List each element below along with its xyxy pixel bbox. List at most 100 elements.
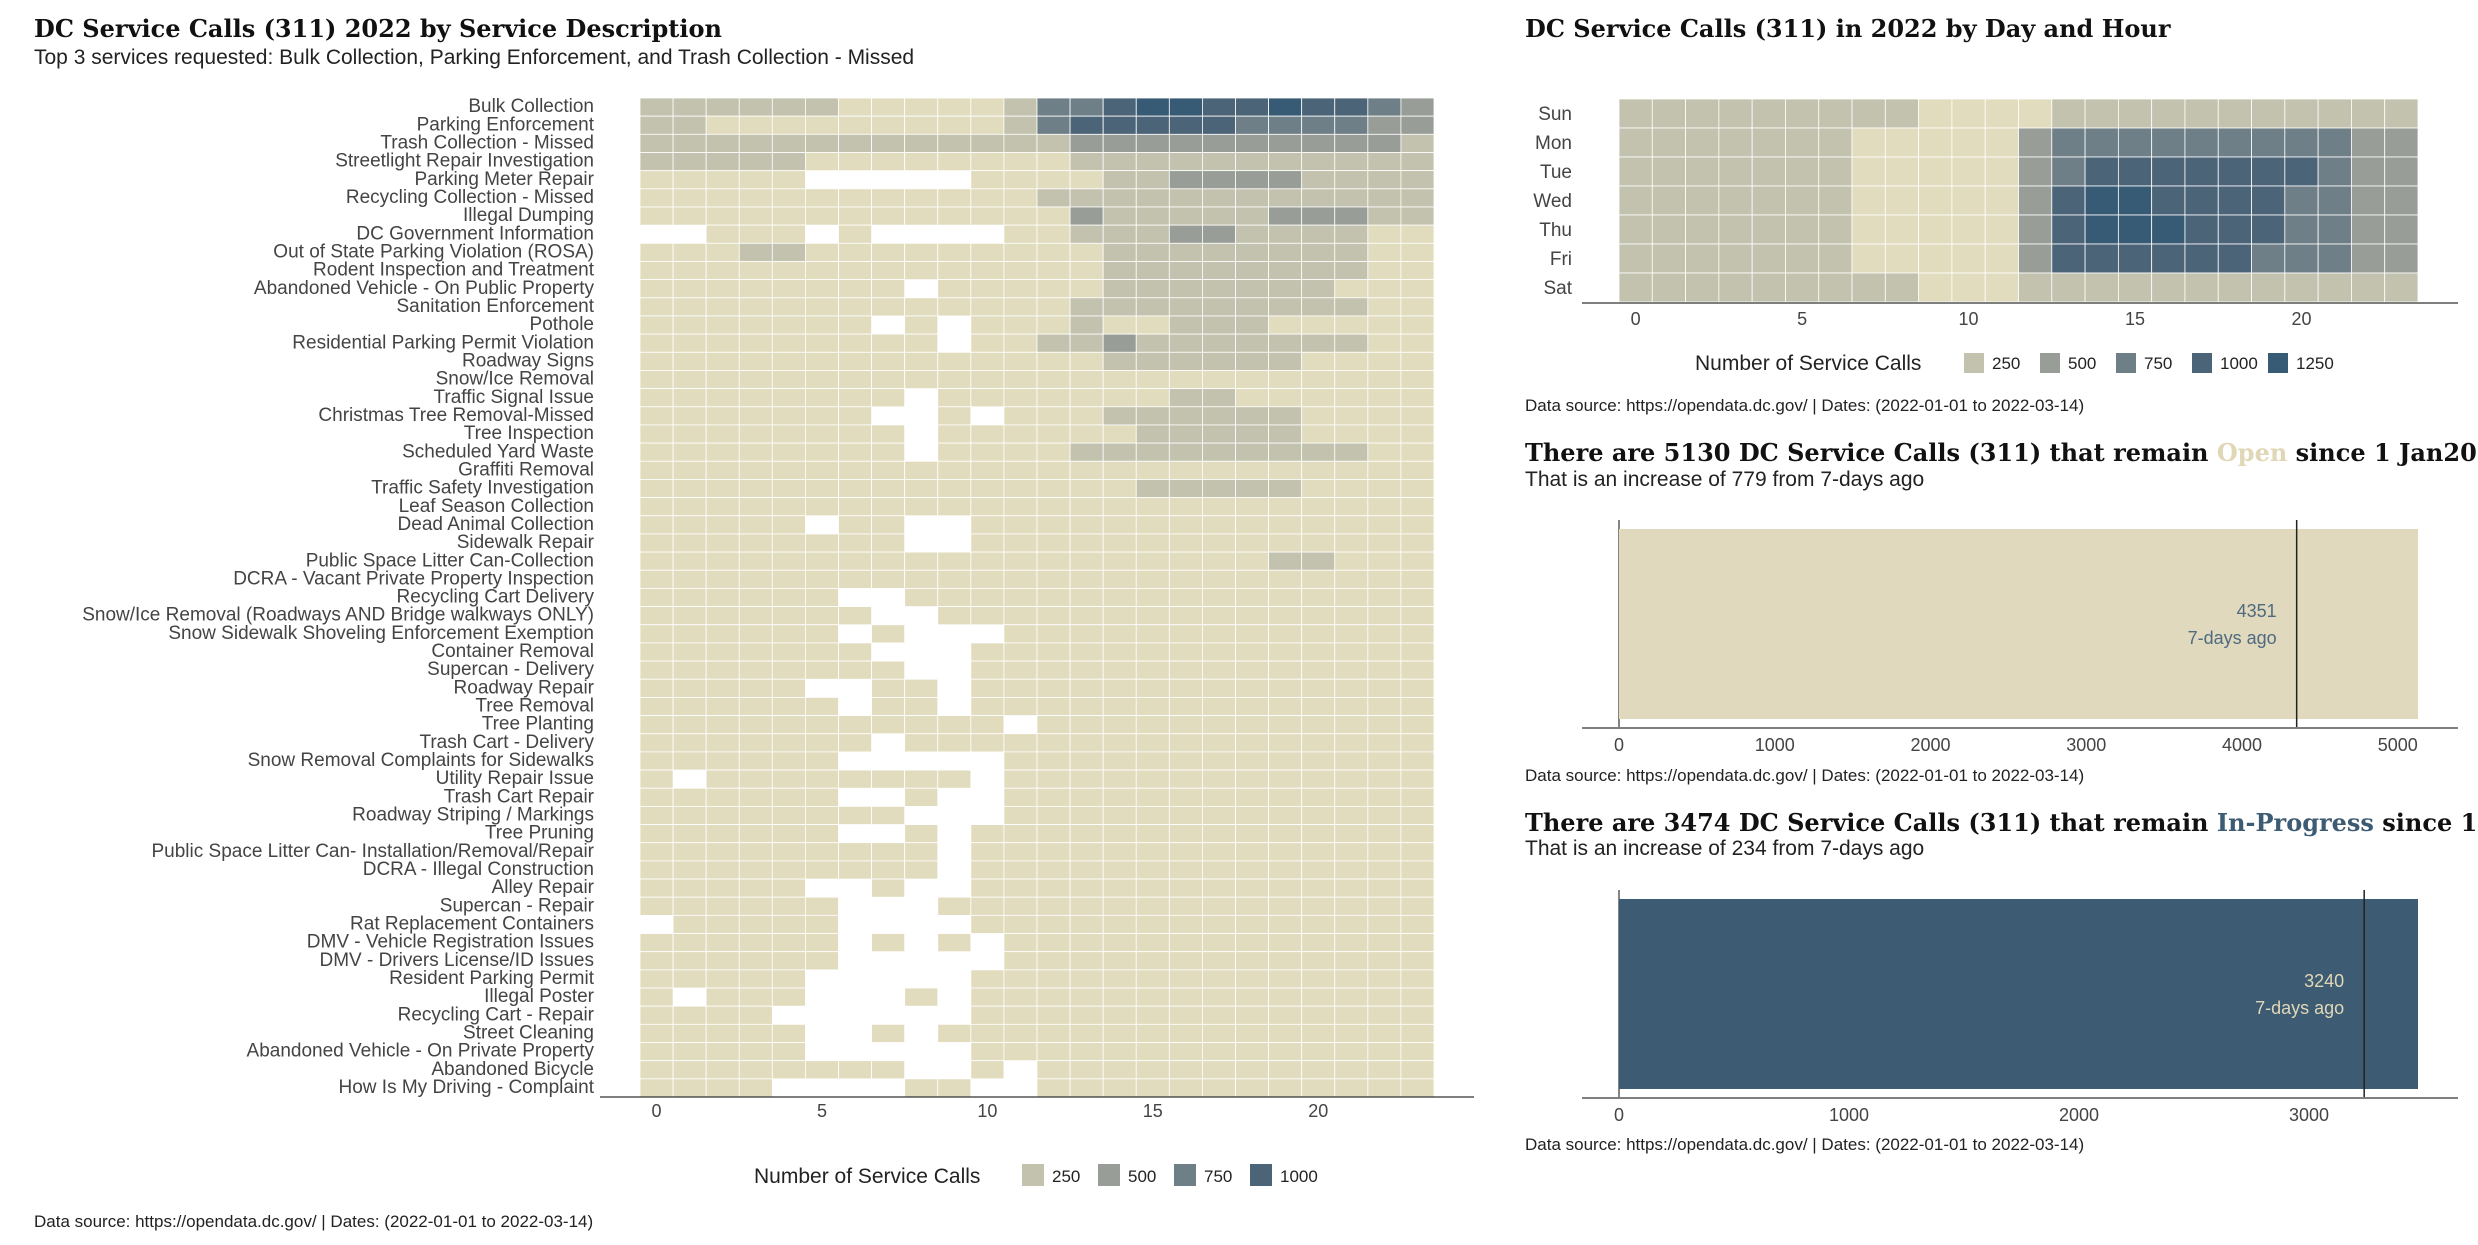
heatmap-cell (639, 569, 674, 589)
heatmap-cell (937, 152, 972, 172)
service-label: Supercan - Repair (440, 895, 595, 916)
heatmap-cell (771, 769, 806, 789)
heatmap-cell (1651, 98, 1686, 129)
heatmap-cell (1268, 878, 1303, 898)
legend-label: 750 (2144, 354, 2172, 373)
service-label: Recycling Cart - Repair (398, 1004, 595, 1025)
heatmap-cell (1168, 261, 1203, 281)
heatmap-cell (805, 805, 839, 825)
heatmap-cell (1003, 951, 1038, 971)
heatmap-cell (771, 460, 806, 480)
heatmap-cell (1367, 933, 1402, 953)
heatmap-cell (1036, 170, 1071, 190)
heatmap-cell (1102, 388, 1137, 408)
legend-swatch (1022, 1164, 1044, 1186)
heatmap-cell (2317, 185, 2352, 216)
heatmap-cell (771, 933, 806, 953)
heatmap-cell (1951, 272, 1986, 303)
service-label: DC Government Information (356, 223, 594, 244)
heatmap-cell (738, 1060, 773, 1080)
heatmap-cell (1268, 206, 1303, 226)
heatmap-cell (2317, 156, 2352, 187)
heatmap-cell (1235, 1078, 1269, 1098)
heatmap-cell (1135, 188, 1170, 208)
heatmap-cell (639, 805, 674, 825)
heatmap-cell (970, 860, 1005, 880)
heatmap-cell (738, 678, 773, 698)
heatmap-cell (1036, 242, 1071, 262)
heatmap-cell (1168, 678, 1203, 698)
heatmap-cell (1685, 98, 1720, 129)
heatmap-cell (1268, 678, 1303, 698)
heatmap-cell (1268, 261, 1303, 281)
heatmap-cell (1751, 98, 1786, 129)
open-title-highlight: Open (2216, 438, 2288, 467)
heatmap-cell (1400, 1005, 1435, 1025)
heatmap-cell (1069, 642, 1104, 662)
heatmap-cell (2351, 156, 2386, 187)
heatmap-cell (1069, 460, 1104, 480)
heatmap-cell (1268, 406, 1303, 426)
heatmap-cell (705, 1060, 740, 1080)
heatmap-cell (1618, 127, 1653, 158)
heatmap-cell (1367, 697, 1402, 716)
heatmap-cell (1334, 188, 1369, 208)
heatmap-cell (771, 588, 806, 607)
heatmap-cell (1003, 896, 1038, 916)
heatmap-cell (738, 279, 773, 299)
heatmap-cell (1003, 551, 1038, 571)
heatmap-cell (1367, 624, 1402, 644)
heatmap-cell (1135, 279, 1170, 299)
heatmap-cell (705, 769, 740, 789)
heatmap-cell (738, 261, 773, 281)
heatmap-cell (2051, 98, 2086, 129)
heatmap-cell (1301, 97, 1336, 117)
heatmap-cell (1334, 152, 1369, 172)
heatmap-cell (937, 261, 972, 281)
heatmap-cell (672, 442, 707, 462)
heatmap-cell (1918, 156, 1953, 187)
heatmap-cell (1268, 242, 1303, 262)
heatmap-cell (1235, 805, 1269, 825)
heatmap-cell (705, 115, 740, 135)
heatmap-cell (705, 1042, 740, 1062)
heatmap-cell (1268, 606, 1303, 626)
heatmap-cell (1202, 206, 1236, 226)
heatmap-cell (1036, 479, 1071, 499)
heatmap-cell (1003, 606, 1038, 626)
service-label: Roadway Signs (462, 350, 594, 371)
heatmap-cell (1818, 156, 1853, 187)
heatmap-cell (1102, 97, 1137, 117)
heatmap-cell (1036, 588, 1071, 607)
heatmap-cell (1334, 460, 1369, 480)
heatmap-cell (672, 1078, 707, 1098)
heatmap-cell (1135, 533, 1170, 553)
heatmap-cell (805, 479, 839, 499)
heatmap-cell (2151, 127, 2186, 158)
heatmap-cell (1367, 733, 1402, 753)
heatmap-cell (1301, 1060, 1336, 1080)
heatmap-cell (1334, 969, 1369, 989)
heatmap-cell (1818, 214, 1853, 245)
x-tick-label: 0 (1614, 1105, 1624, 1125)
heatmap-cell (1168, 1060, 1203, 1080)
heatmap-cell (1202, 642, 1236, 662)
heatmap-cell (771, 351, 806, 371)
heatmap-cell (1334, 370, 1369, 390)
heatmap-cell (1102, 715, 1137, 735)
heatmap-cell (771, 987, 806, 1007)
heatmap-cell (1367, 751, 1402, 771)
heatmap-cell (904, 824, 939, 844)
heatmap-cell (1235, 242, 1269, 262)
heatmap-cell (1168, 460, 1203, 480)
heatmap-cell (705, 242, 740, 262)
heatmap-cell (1069, 333, 1104, 353)
heatmap-cell (2317, 243, 2352, 274)
heatmap-cell (838, 606, 872, 626)
heatmap-cell (1334, 1023, 1369, 1043)
heatmap-cell (672, 97, 707, 117)
heatmap-cell (1301, 479, 1336, 499)
heatmap-cell (1135, 751, 1170, 771)
heatmap-cell (1135, 333, 1170, 353)
heatmap-cell (1069, 697, 1104, 716)
